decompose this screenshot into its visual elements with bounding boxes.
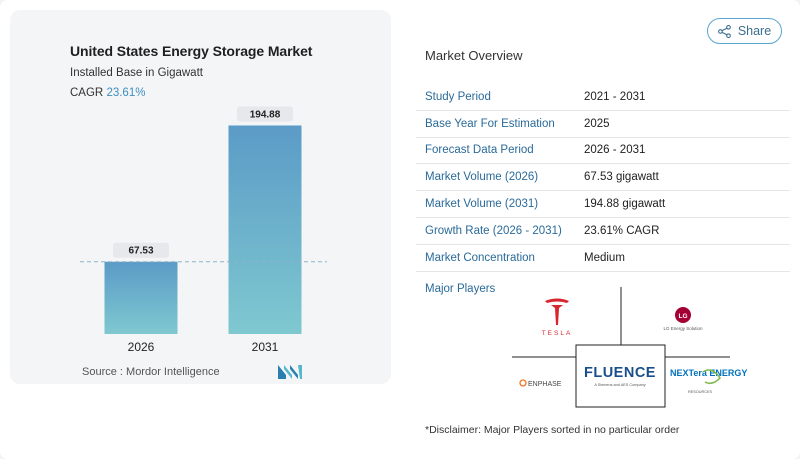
bar-2026 <box>104 261 178 334</box>
grid-box <box>575 344 666 408</box>
overview-key: Base Year For Estimation <box>425 117 555 130</box>
overview-value: 67.53 gigawatt <box>584 171 659 184</box>
overview-key: Market Volume (2026) <box>425 171 539 184</box>
cagr-label: CAGR <box>70 87 104 99</box>
chart-cagr: CAGR 23.61% <box>70 87 145 99</box>
overview-row: Market Volume (2026) 67.53 gigawatt <box>416 164 790 192</box>
bar-2031 <box>228 125 302 335</box>
source-label: Source : <box>82 366 123 378</box>
source-name: Mordor Intelligence <box>126 366 220 378</box>
enphase-logo: ENPHASE <box>519 379 562 388</box>
lg-logo: LG LG Energy Solution <box>663 307 703 331</box>
overview-value: 194.88 gigawatt <box>584 198 666 211</box>
nextera-logo: NEXTera ENERGY RESOURCES <box>670 368 747 394</box>
category-label: 2031 <box>252 340 279 354</box>
source-text: Source : Mordor Intelligence <box>82 366 220 378</box>
overview-row: Market Concentration Medium <box>416 245 790 272</box>
chart-panel <box>10 10 391 384</box>
overview-key: Forecast Data Period <box>425 144 534 157</box>
players-title: Major Players <box>425 283 496 295</box>
bar-chart: 67.53 2026 194.88 2031 <box>80 106 327 354</box>
overview-key: Study Period <box>425 90 491 103</box>
overview-row: Market Volume (2031) 194.88 gigawatt <box>416 191 790 218</box>
overview-row: Base Year For Estimation 2025 <box>416 111 790 138</box>
overview-row: Study Period 2021 - 2031 <box>416 84 790 111</box>
mordor-logo-icon <box>278 365 302 379</box>
overview-value: 23.61% CAGR <box>584 224 660 237</box>
category-label: 2026 <box>128 340 155 354</box>
lg-wordmark: LG Energy Solution <box>663 326 703 331</box>
value-label-bg <box>237 106 293 122</box>
chart-subtitle: Installed Base in Gigawatt <box>70 67 203 79</box>
value-label: 194.88 <box>250 109 281 120</box>
overview-value: Medium <box>584 251 625 264</box>
fluence-logo: FLUENCE A Siemens and AES Company <box>584 365 656 387</box>
share-icon <box>717 24 731 38</box>
share-button[interactable]: Share <box>707 18 782 44</box>
overview-key: Market Concentration <box>425 251 535 264</box>
chart-title: United States Energy Storage Market <box>70 43 313 59</box>
enphase-wordmark: ENPHASE <box>528 381 562 388</box>
disclaimer-text: *Disclaimer: Major Players sorted in no … <box>425 424 680 436</box>
fluence-tagline: A Siemens and AES Company <box>594 383 645 387</box>
overview-key: Market Volume (2031) <box>425 198 539 211</box>
nextera-wordmark: NEXTera ENERGY <box>670 368 747 378</box>
share-label: Share <box>737 24 772 38</box>
svg-text:LG: LG <box>678 313 687 320</box>
overview-row: Growth Rate (2026 - 2031) 23.61% CAGR <box>416 218 790 245</box>
tesla-wordmark: TESLA <box>542 330 573 337</box>
tesla-logo: TESLA <box>542 298 573 337</box>
overview-title: Market Overview <box>425 48 523 63</box>
value-label: 67.53 <box>128 246 153 257</box>
fluence-wordmark: FLUENCE <box>584 365 656 381</box>
overview-value: 2026 - 2031 <box>584 144 646 157</box>
cagr-value: 23.61% <box>106 87 146 99</box>
overview-value: 2021 - 2031 <box>584 90 646 103</box>
overview-value: 2025 <box>584 117 610 130</box>
overview-key: Growth Rate (2026 - 2031) <box>425 224 562 237</box>
overview-table: Study Period 2021 - 2031 Base Year For Est… <box>416 84 790 272</box>
overview-row: Forecast Data Period 2026 - 2031 <box>416 138 790 165</box>
value-label-bg <box>113 242 169 258</box>
nextera-tagline: RESOURCES <box>688 390 713 394</box>
